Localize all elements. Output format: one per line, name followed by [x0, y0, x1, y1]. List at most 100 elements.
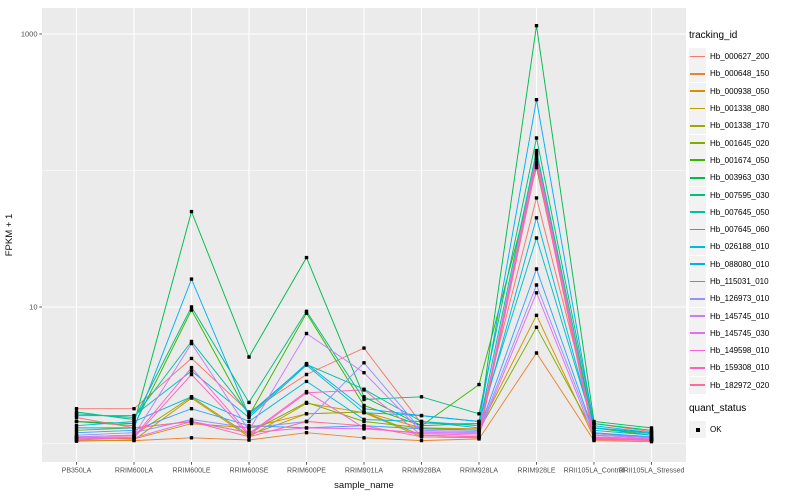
data-point	[247, 438, 251, 442]
legend-key	[689, 134, 706, 152]
data-point	[534, 325, 539, 329]
legend-key-line-icon	[690, 211, 705, 214]
data-point	[534, 236, 539, 240]
data-point	[362, 361, 366, 365]
legend-key-line-icon	[690, 194, 705, 196]
data-point	[534, 157, 539, 161]
x-axis-title: sample_name	[334, 480, 394, 491]
legend-item-label: Hb_007645_050	[710, 207, 770, 217]
legend-key	[689, 186, 706, 204]
legend-item-label: Hb_126973_010	[710, 294, 770, 304]
legend-item: Hb_159308_010	[689, 359, 799, 377]
data-point	[534, 267, 539, 271]
legend-key-line-icon	[690, 263, 705, 265]
x-tick-label: RRIM928LE	[517, 468, 555, 475]
legend-key	[689, 290, 706, 308]
legend-key	[689, 117, 706, 135]
legend-item-label: Hb_149598_010	[710, 346, 770, 356]
legend-key	[689, 238, 706, 256]
legend-key-line-icon	[690, 332, 705, 335]
legend-key-line-icon	[690, 245, 705, 248]
legend-item-label: Hb_007645_060	[710, 225, 770, 235]
data-point	[304, 426, 309, 430]
quant-legend-label: OK	[710, 425, 722, 435]
legend-key-line-icon	[690, 297, 705, 300]
legend-item-label: Hb_000627_200	[710, 52, 770, 62]
legend-item: Hb_007595_030	[689, 186, 799, 204]
data-point	[419, 435, 424, 439]
data-point	[189, 308, 194, 312]
quant-legend-title: quant_status	[689, 402, 747, 414]
data-point	[247, 400, 251, 405]
data-point	[132, 436, 136, 440]
data-point	[74, 426, 79, 430]
data-point	[477, 412, 481, 416]
legend-item: Hb_182972_020	[689, 376, 799, 394]
legend-key	[689, 100, 706, 118]
legend-item-label: Hb_088080_010	[710, 259, 770, 269]
legend-panel: tracking_id Hb_000627_200 Hb_000648_150 Hb…	[689, 30, 799, 439]
legend-item-label: Hb_001338_080	[710, 104, 770, 114]
data-point	[362, 407, 366, 411]
y-tick-label: 1000	[21, 30, 38, 39]
legend-key-line-icon	[690, 72, 705, 75]
legend-key	[689, 324, 706, 342]
data-point	[74, 407, 79, 411]
legend-item-label: Hb_001645_020	[710, 138, 770, 148]
legend-key	[689, 203, 706, 221]
data-point	[189, 369, 194, 373]
data-point	[74, 419, 79, 424]
legend-item-label: Hb_145745_030	[710, 328, 770, 338]
x-tick-label: RRII105LA_Stressed	[619, 468, 685, 475]
legend-item-label: Hb_001674_050	[710, 155, 770, 165]
data-point	[419, 424, 424, 428]
data-point	[534, 163, 539, 167]
legend-item-label: Hb_115031_010	[710, 277, 769, 286]
data-point	[419, 419, 424, 424]
x-tick-label: RRIM928LA	[460, 468, 498, 475]
legend-item: Hb_001674_050	[689, 151, 799, 169]
data-point	[304, 309, 309, 313]
x-tick-label: PB350LA	[62, 468, 92, 475]
data-point	[477, 419, 481, 424]
data-point	[189, 407, 194, 411]
data-point	[362, 417, 366, 422]
data-point	[74, 415, 79, 420]
legend-item: Hb_026188_010	[689, 238, 799, 256]
data-point	[534, 283, 539, 287]
legend-key	[689, 376, 706, 394]
legend-key	[689, 82, 706, 100]
data-point	[304, 372, 309, 377]
data-point	[304, 391, 309, 395]
legend-item: Hb_003963_030	[689, 169, 799, 187]
data-point	[477, 436, 481, 440]
data-point	[189, 277, 194, 281]
legend-item-label: Hb_145745_010	[710, 311, 770, 321]
legend-key-line-icon	[690, 280, 705, 283]
data-point	[477, 382, 481, 387]
data-point	[189, 341, 194, 346]
x-tick-label: RRIM600LA	[115, 468, 153, 475]
x-tick-label: RRII105LA_Control	[564, 468, 625, 475]
quant-legend-key	[689, 421, 706, 439]
data-point	[649, 438, 654, 443]
legend-item: Hb_001338_080	[689, 100, 799, 118]
data-point	[247, 355, 251, 359]
legend-item: Hb_001645_020	[689, 134, 799, 152]
legend-key	[689, 48, 706, 66]
quant-legend-item: OK	[689, 421, 799, 439]
data-point	[419, 438, 424, 443]
x-tick-label: RRIM600PE	[287, 468, 326, 475]
legend-item: Hb_000938_050	[689, 82, 799, 100]
data-point	[592, 437, 596, 442]
legend-key-line-icon	[690, 384, 705, 387]
data-point	[132, 407, 136, 411]
legend-key-line-icon	[690, 142, 705, 144]
legend-key-line-icon	[690, 55, 705, 58]
legend-key-line-icon	[690, 159, 705, 162]
data-point	[534, 160, 539, 164]
legend-key	[689, 342, 706, 360]
data-point	[534, 98, 539, 102]
data-point	[247, 413, 251, 418]
data-point	[304, 331, 309, 336]
